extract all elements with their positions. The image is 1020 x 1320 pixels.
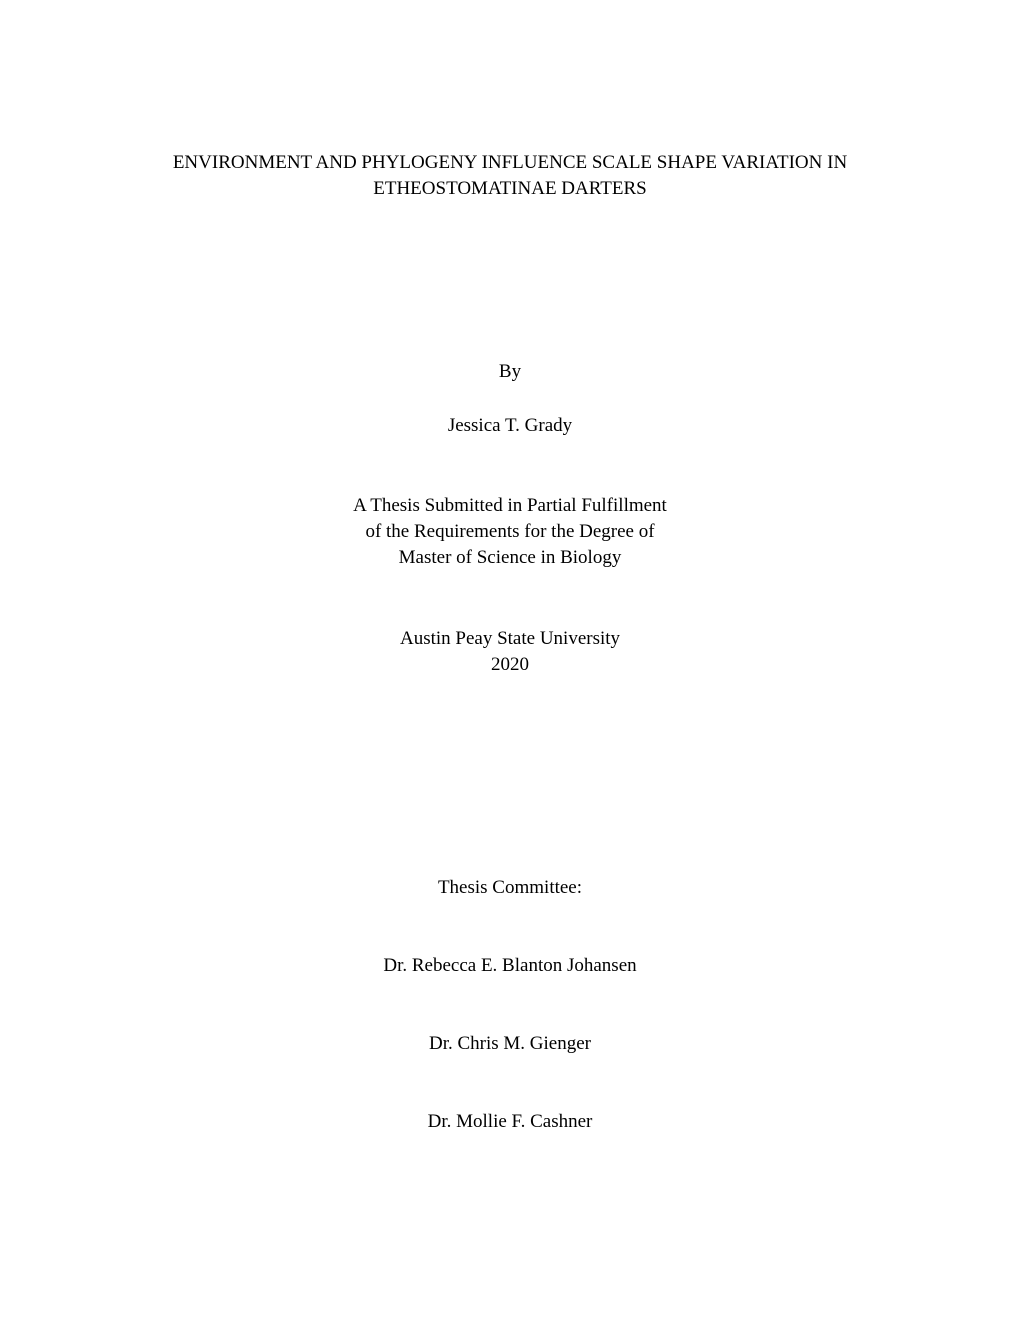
by-label: By (120, 361, 900, 383)
thesis-statement-line-3: Master of Science in Biology (120, 545, 900, 571)
committee-member: Dr. Mollie F. Cashner (120, 1111, 900, 1133)
thesis-title: ENVIRONMENT AND PHYLOGENY INFLUENCE SCAL… (120, 150, 900, 201)
university-name: Austin Peay State University (120, 626, 900, 652)
thesis-statement-line-2: of the Requirements for the Degree of (120, 519, 900, 545)
author-name: Jessica T. Grady (120, 415, 900, 437)
title-line-2: ETHEOSTOMATINAE DARTERS (120, 176, 900, 202)
title-line-1: ENVIRONMENT AND PHYLOGENY INFLUENCE SCAL… (120, 150, 900, 176)
thesis-year: 2020 (120, 652, 900, 678)
committee-member: Dr. Rebecca E. Blanton Johansen (120, 955, 900, 977)
committee-member: Dr. Chris M. Gienger (120, 1033, 900, 1055)
thesis-statement-line-1: A Thesis Submitted in Partial Fulfillmen… (120, 493, 900, 519)
university-block: Austin Peay State University 2020 (120, 626, 900, 677)
committee-heading: Thesis Committee: (120, 877, 900, 899)
thesis-statement: A Thesis Submitted in Partial Fulfillmen… (120, 493, 900, 570)
thesis-title-page: ENVIRONMENT AND PHYLOGENY INFLUENCE SCAL… (0, 0, 1020, 1320)
